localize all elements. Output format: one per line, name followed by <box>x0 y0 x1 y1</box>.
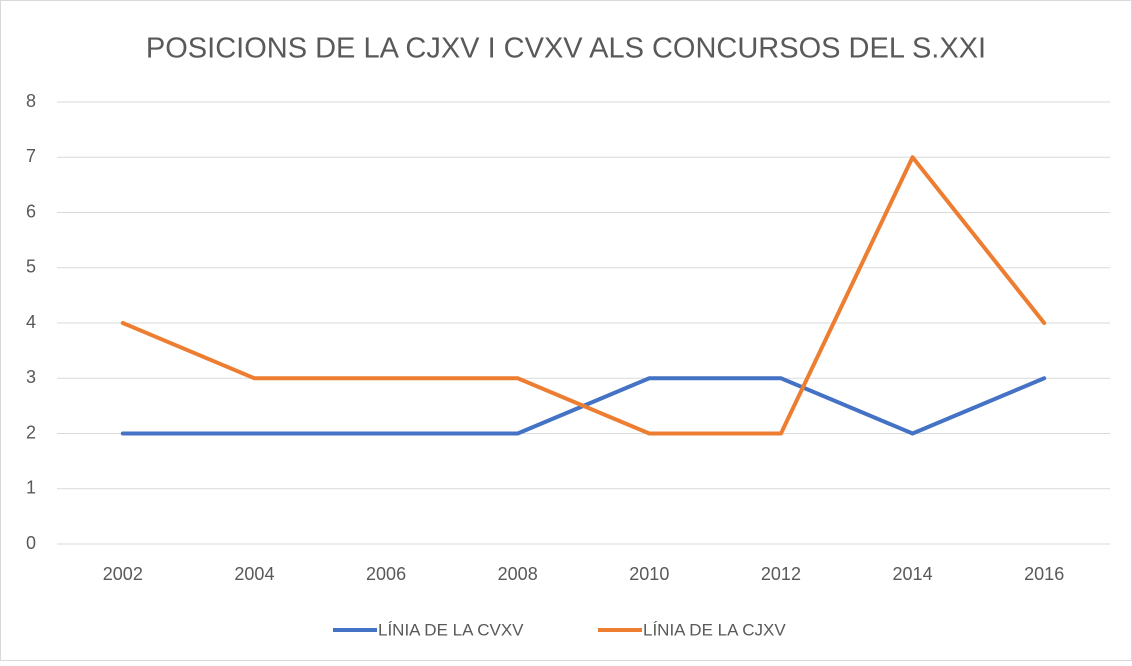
chart-title: POSICIONS DE LA CJXV I CVXV ALS CONCURSO… <box>146 33 986 65</box>
series-line <box>120 155 1047 436</box>
legend-label: LÍNIA DE LA CVXV <box>378 620 524 639</box>
legend-label: LÍNIA DE LA CJXV <box>643 620 786 639</box>
y-tick-label: 1 <box>26 478 36 498</box>
x-tick-label: 2006 <box>366 564 406 584</box>
y-tick-label: 3 <box>26 367 36 387</box>
x-tick-label: 2002 <box>103 564 143 584</box>
y-tick-label: 5 <box>26 257 36 277</box>
x-tick-label: 2010 <box>629 564 669 584</box>
y-tick-label: 2 <box>26 422 36 442</box>
y-tick-label: 7 <box>26 146 36 166</box>
x-tick-label: 2004 <box>234 564 274 584</box>
y-tick-label: 0 <box>26 533 36 553</box>
y-tick-label: 8 <box>26 91 36 111</box>
x-tick-label: 2008 <box>498 564 538 584</box>
x-tick-label: 2016 <box>1024 564 1064 584</box>
x-tick-label: 2014 <box>893 564 933 584</box>
x-tick-label: 2012 <box>761 564 801 584</box>
y-tick-label: 6 <box>26 201 36 221</box>
y-tick-label: 4 <box>26 312 36 332</box>
